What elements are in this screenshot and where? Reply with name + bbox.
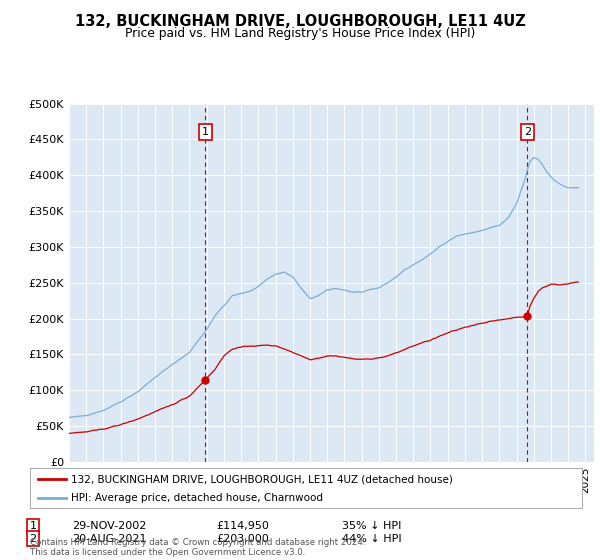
Text: 1: 1 <box>29 521 37 531</box>
Text: 20-AUG-2021: 20-AUG-2021 <box>72 534 146 544</box>
Text: Price paid vs. HM Land Registry's House Price Index (HPI): Price paid vs. HM Land Registry's House … <box>125 27 475 40</box>
Text: £114,950: £114,950 <box>216 521 269 531</box>
Text: 29-NOV-2002: 29-NOV-2002 <box>72 521 146 531</box>
Text: £203,000: £203,000 <box>216 534 269 544</box>
Text: 2: 2 <box>524 127 531 137</box>
Text: Contains HM Land Registry data © Crown copyright and database right 2024.
This d: Contains HM Land Registry data © Crown c… <box>30 538 365 557</box>
Text: 35% ↓ HPI: 35% ↓ HPI <box>342 521 401 531</box>
Text: 132, BUCKINGHAM DRIVE, LOUGHBOROUGH, LE11 4UZ (detached house): 132, BUCKINGHAM DRIVE, LOUGHBOROUGH, LE1… <box>71 474 453 484</box>
Text: 1: 1 <box>202 127 209 137</box>
Text: 132, BUCKINGHAM DRIVE, LOUGHBOROUGH, LE11 4UZ: 132, BUCKINGHAM DRIVE, LOUGHBOROUGH, LE1… <box>74 14 526 29</box>
Text: 2: 2 <box>29 534 37 544</box>
Text: HPI: Average price, detached house, Charnwood: HPI: Average price, detached house, Char… <box>71 493 323 503</box>
Text: 44% ↓ HPI: 44% ↓ HPI <box>342 534 401 544</box>
